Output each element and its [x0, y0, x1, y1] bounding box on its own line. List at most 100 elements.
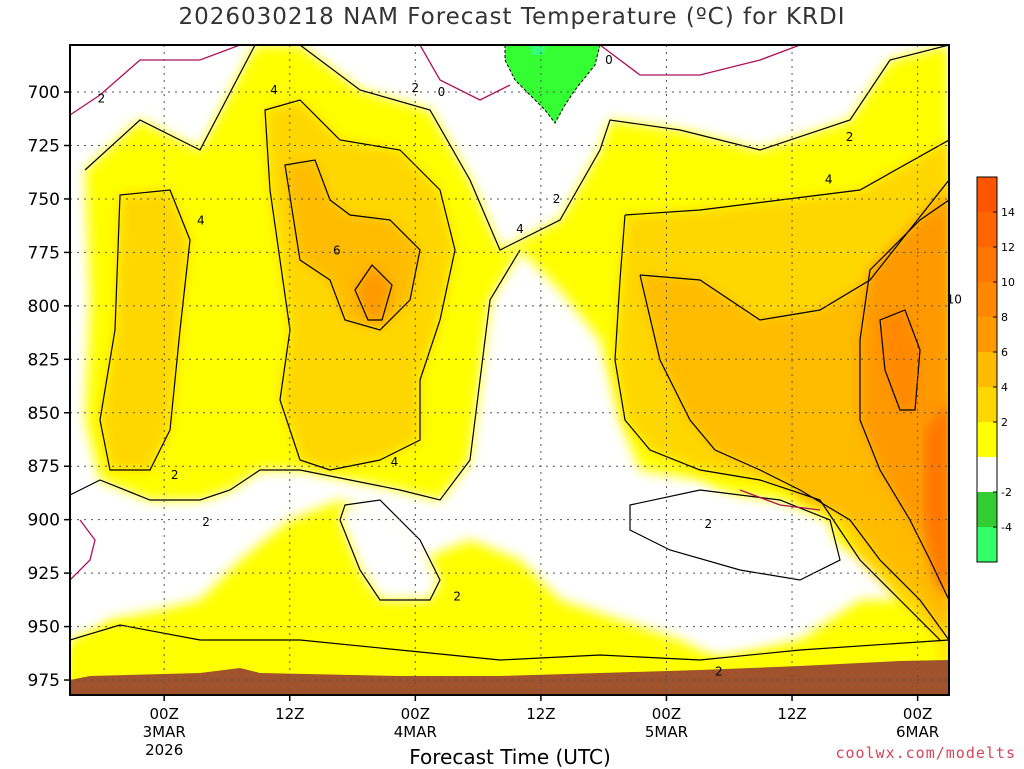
contour-lines: [70, 45, 949, 661]
contour-label: 2: [98, 91, 106, 105]
contour-line-2-low: [70, 249, 521, 501]
ground: [70, 660, 949, 695]
contour-line-2-hole-right: [629, 489, 841, 581]
contour-label: 2: [171, 468, 179, 482]
x-axis-label: Forecast Time (UTC): [409, 745, 611, 769]
contour-label: 4: [391, 455, 399, 469]
x-tick-label: 12Z: [777, 705, 806, 723]
contour-label: 0: [605, 53, 613, 67]
negative-contour: [504, 45, 601, 124]
contour-label: 2: [705, 517, 713, 531]
x-tick-label: 00Z: [401, 705, 430, 723]
contour-line-6-mid: [284, 159, 421, 331]
contour-label: 2: [412, 81, 420, 95]
zero-contours: [70, 45, 821, 581]
zero-contour-top-right: [599, 45, 801, 76]
contour-label: 2: [202, 515, 210, 529]
field-region-8to10-lowright: [790, 440, 840, 510]
field-region-4to6-left: [100, 190, 190, 470]
y-tick-label: 750: [28, 190, 60, 210]
field-hole-white-right: [630, 490, 840, 580]
contour-labels: 2 4 2 0 0 2 4 2 4 6 4 10 2 4 2 2 2 2: [98, 53, 962, 679]
colorbar: -4 -2 2 4 6 8 10 12 14: [976, 176, 1015, 563]
colorbar-swatch: [977, 212, 997, 247]
contour-label: 4: [270, 83, 278, 97]
colorbar-swatch: [977, 492, 997, 527]
colorbar-swatch: [977, 422, 997, 457]
plot-frame: [69, 44, 950, 696]
zero-contour-top-left: [70, 45, 241, 116]
colorbar-tick-label: -4: [1001, 521, 1012, 534]
colorbar-swatch: [977, 247, 997, 282]
colorbar-tick-label: -2: [1001, 486, 1012, 499]
contour-line-2-hole-left: [339, 499, 441, 601]
credit-link[interactable]: coolwx.com/modelts: [835, 744, 1016, 762]
x-tick-label: 2026: [145, 741, 183, 759]
y-tick-label: 800: [28, 297, 60, 317]
colorbar-tick-label: 14: [1001, 206, 1015, 219]
x-tick-label: 12Z: [526, 705, 555, 723]
chart-title: 2026030218 NAM Forecast Temperature (ºC)…: [178, 4, 846, 30]
contour-label: 4: [516, 222, 524, 236]
colorbar-swatch: [977, 317, 997, 352]
colorbar-swatch: [977, 177, 997, 212]
y-tick-label: 850: [28, 404, 60, 424]
colorbar-swatch: [977, 352, 997, 387]
field-region-12to14-right: [925, 400, 949, 600]
zero-contour-mid-right: [739, 489, 821, 511]
zero-contour-bottom-left: [70, 519, 96, 581]
x-tick-label: 3MAR: [143, 723, 186, 741]
contour-line-4-mid: [264, 99, 456, 471]
colorbar-tick-label: 6: [1001, 346, 1008, 359]
field-region-below0: [505, 45, 600, 123]
contour-label: 6: [333, 243, 341, 257]
x-tick-label: 00Z: [903, 705, 932, 723]
field-hole-white: [340, 500, 440, 600]
x-tick-label: 6MAR: [896, 723, 939, 741]
field-region-10to12-right: [880, 310, 920, 410]
contour-line-2-surface: [70, 624, 949, 661]
contour-label: 2: [453, 590, 461, 604]
contour-line-8-mid: [354, 264, 393, 321]
y-tick-label: 775: [28, 243, 60, 263]
x-tick-label: 4MAR: [394, 723, 437, 741]
contour-line-8-right: [859, 199, 949, 601]
contour-line-10-right: [879, 309, 921, 411]
contour-label: 10: [947, 292, 962, 306]
colorbar-swatch: [977, 387, 997, 422]
colorbar-tick-label: 12: [1001, 241, 1015, 254]
y-tick-label: 925: [28, 564, 60, 584]
colorbar-tick-label: 8: [1001, 311, 1008, 324]
contour-line-6-right: [639, 179, 949, 641]
colorbar-swatch: [977, 527, 997, 562]
y-tick-label: 875: [28, 457, 60, 477]
colorbar-swatch: [977, 457, 997, 492]
colorbar-frame: [976, 176, 998, 563]
contour-label: 2: [846, 130, 854, 144]
x-tick-label: 12Z: [275, 705, 304, 723]
y-tick-label: 950: [28, 618, 60, 638]
colorbar-swatch: [977, 282, 997, 317]
colorbar-tick-label: 2: [1001, 416, 1008, 429]
contour-line-4-right: [614, 139, 949, 641]
y-tick-label: 825: [28, 350, 60, 370]
y-tick-label: 725: [28, 136, 60, 156]
contour-label: 0: [438, 85, 446, 99]
contour-label: 4: [825, 173, 833, 187]
x-tick-label: 00Z: [652, 705, 681, 723]
contour-label: 2: [553, 192, 561, 206]
contour-label: 4: [197, 213, 205, 227]
temperature-field: [70, 45, 949, 695]
x-tick-label: 00Z: [149, 705, 178, 723]
y-tick-label: 900: [28, 511, 60, 531]
y-tick-label: 975: [28, 671, 60, 691]
y-tick-label: 700: [28, 83, 60, 103]
field-region-below-minus2: [530, 45, 546, 55]
x-tick-label: 5MAR: [645, 723, 688, 741]
colorbar-tick-label: 10: [1001, 276, 1015, 289]
contour-label: 2: [715, 664, 723, 678]
colorbar-tick-label: 4: [1001, 381, 1008, 394]
